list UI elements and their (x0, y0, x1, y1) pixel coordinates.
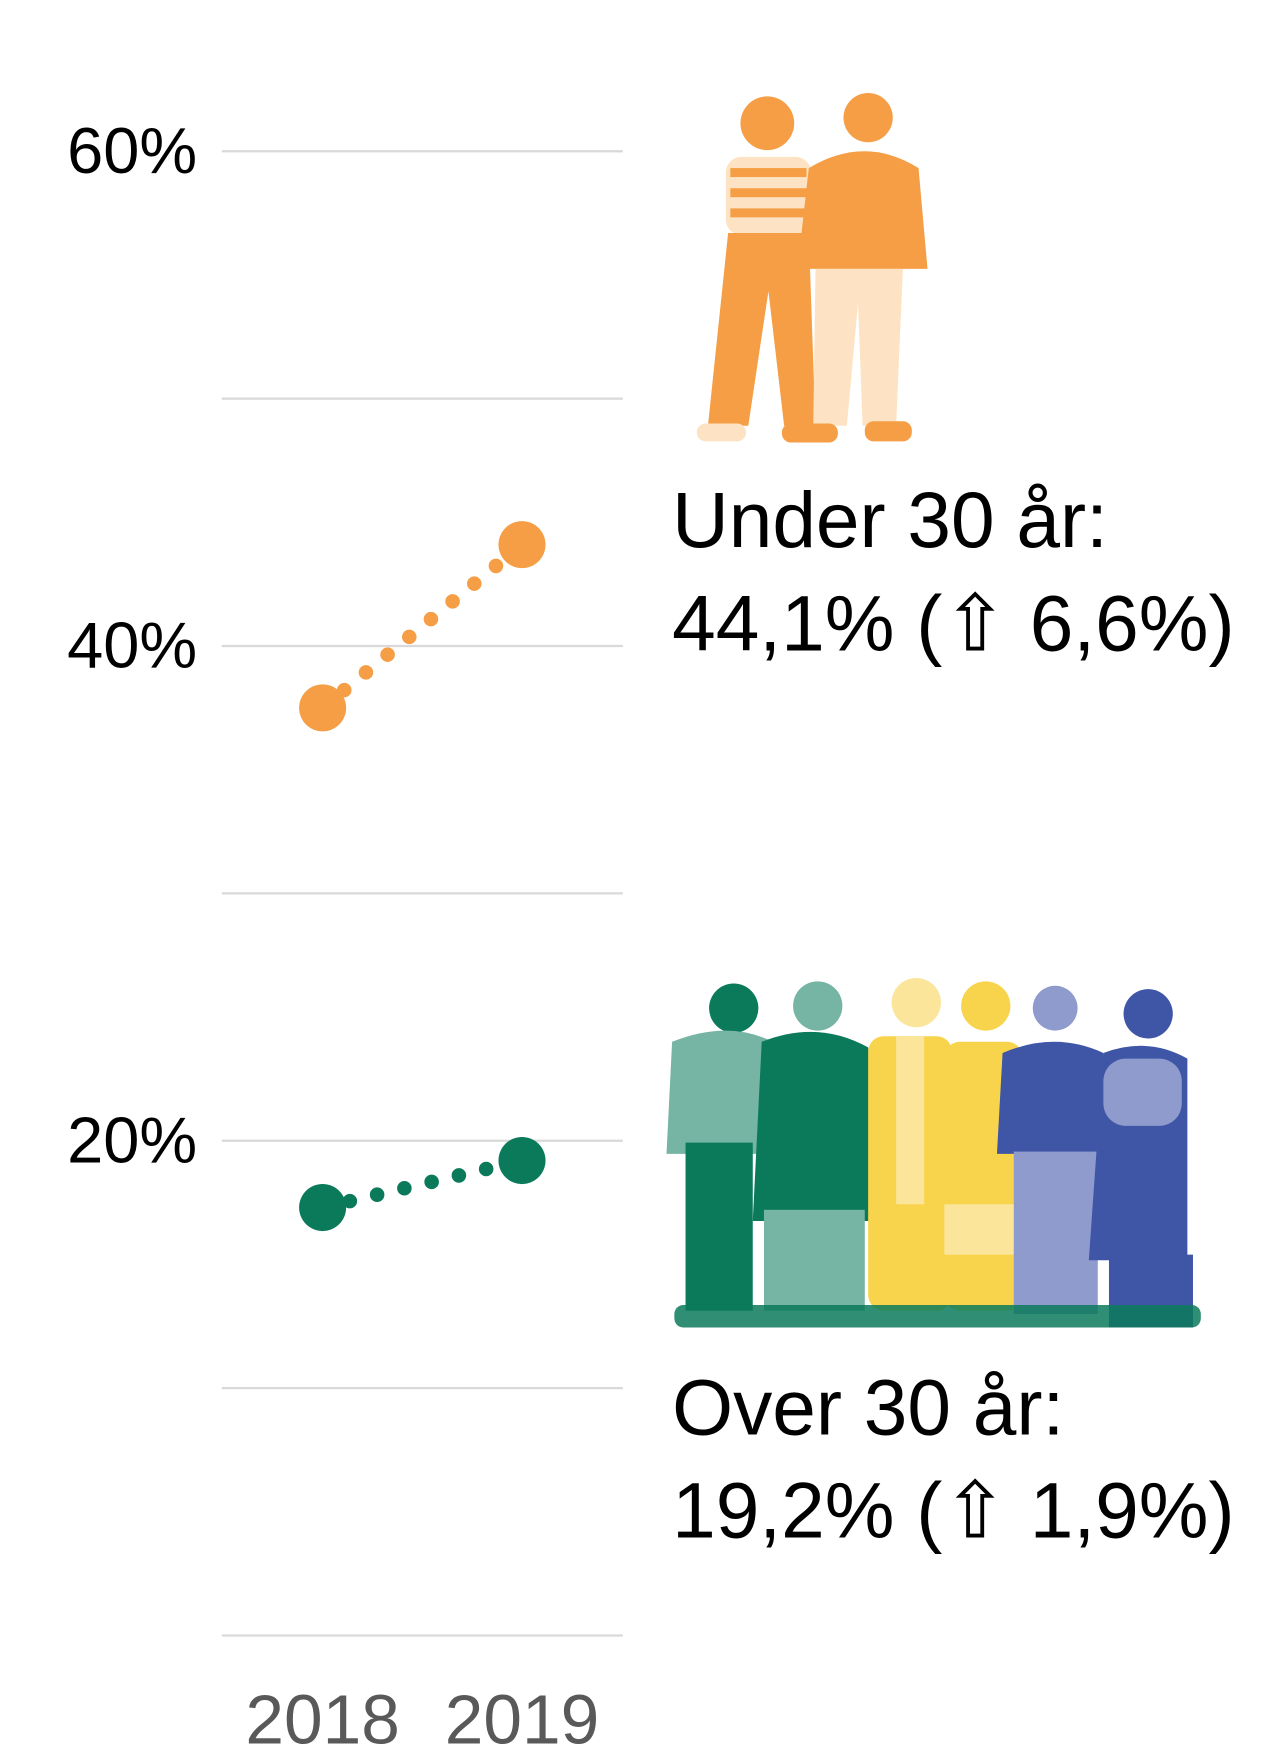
series-label: Under 30 år: (672, 476, 1108, 564)
series-label: Over 30 år: (672, 1363, 1064, 1451)
y-tick-label: 40% (67, 609, 197, 682)
y-tick-label: 20% (67, 1103, 197, 1176)
y-tick-label: 60% (67, 114, 197, 187)
illustration-young (696, 93, 928, 443)
point (498, 1137, 546, 1185)
series-annotation: 44,1% (⇧ 6,6%) (672, 579, 1235, 667)
point (299, 1184, 347, 1232)
x-tick-label: 2018 (245, 1680, 399, 1758)
series-annotation: 19,2% (⇧ 1,9%) (672, 1466, 1235, 1554)
connector (315, 537, 530, 716)
x-tick-label: 2019 (445, 1680, 599, 1758)
point (299, 684, 347, 732)
illustration-adults (666, 977, 1201, 1328)
connector (315, 1153, 530, 1215)
point (498, 521, 546, 569)
